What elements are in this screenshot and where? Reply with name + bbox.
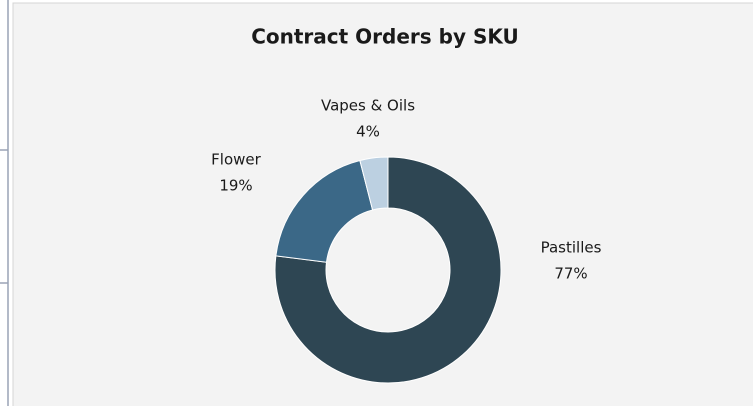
data-labels: Pastilles 77% Flower 19% Vapes & Oils 4% (211, 97, 601, 283)
value-label: 19% (219, 177, 252, 195)
category-label: Flower (211, 151, 261, 169)
donut (274, 156, 502, 384)
slice (274, 156, 502, 384)
category-label: Pastilles (541, 239, 602, 257)
value-label: 4% (356, 123, 380, 141)
slice (359, 156, 389, 211)
value-label: 77% (554, 265, 587, 283)
chart-title: Contract Orders by SKU (251, 25, 519, 49)
category-label: Vapes & Oils (321, 97, 415, 115)
